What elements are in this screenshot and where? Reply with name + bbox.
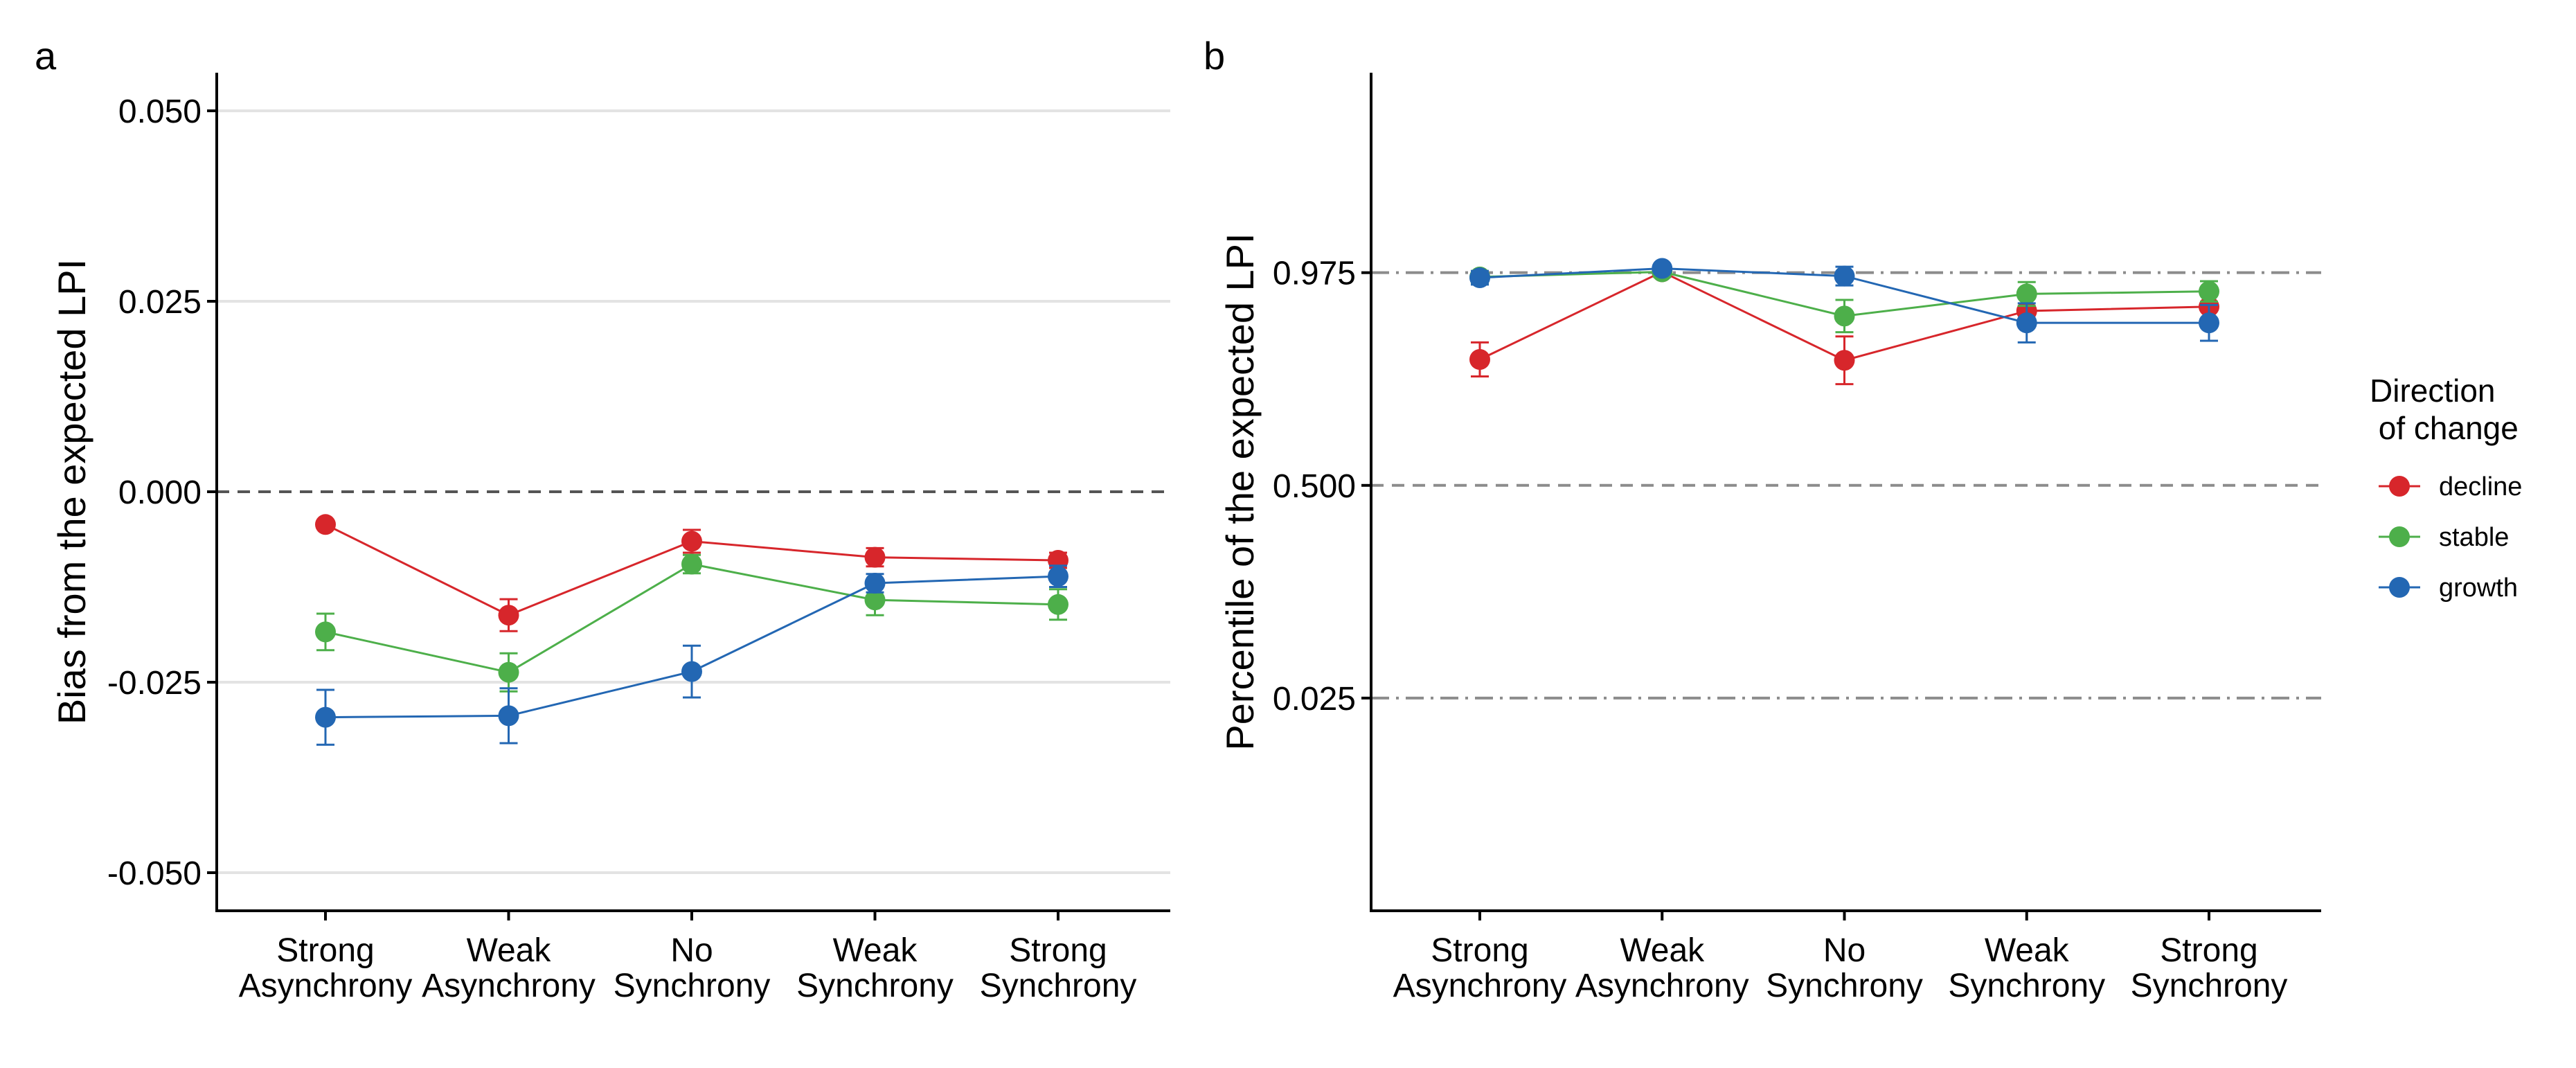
legend-item-stable: stable [2379, 523, 2509, 552]
panel-letter-b: b [1204, 34, 1225, 78]
point-decline-1 [498, 605, 519, 626]
point-growth-4 [2199, 312, 2219, 334]
legend-items: decline stable growth [2379, 472, 2522, 603]
legend-label-decline: decline [2439, 472, 2522, 501]
legend-marker-stable [2389, 526, 2410, 547]
point-stable-4 [2199, 281, 2219, 302]
y-tick-label-4: 0.050 [118, 94, 202, 130]
point-growth-3 [864, 573, 886, 594]
point-growth-1 [498, 705, 519, 727]
point-decline-3 [864, 546, 886, 568]
y-tick-label-0: 0.025 [1273, 681, 1356, 718]
legend-item-decline: decline [2379, 472, 2522, 501]
y-tick-label-1: 0.500 [1273, 468, 1356, 505]
point-stable-0 [315, 621, 336, 643]
y-tick-label-2: 0.975 [1273, 256, 1356, 292]
point-decline-2 [1834, 350, 1855, 371]
point-stable-2 [1834, 305, 1855, 327]
x-tick-label-strong-asynchrony: Strong Asynchrony [1393, 932, 1567, 1004]
x-tick-label-strong-synchrony: Strong Synchrony [980, 932, 1137, 1004]
point-growth-0 [315, 706, 336, 728]
x-tick-label-weak-asynchrony: Weak Asynchrony [1575, 932, 1749, 1004]
y-tick-label-0: -0.050 [107, 855, 202, 892]
point-growth-3 [2016, 312, 2037, 334]
series-decline [315, 514, 1068, 632]
point-decline-0 [1469, 348, 1490, 370]
x-tick-label-weak-asynchrony: Weak Asynchrony [422, 932, 596, 1004]
series-growth [315, 564, 1068, 746]
point-decline-0 [315, 514, 336, 535]
point-stable-2 [681, 553, 702, 575]
legend-label-growth: growth [2439, 573, 2518, 603]
point-stable-3 [2016, 283, 2037, 305]
point-decline-2 [681, 531, 702, 552]
point-stable-1 [498, 661, 519, 683]
y-tick-label-2: 0.000 [118, 474, 202, 511]
x-tick-label-strong-synchrony: Strong Synchrony [2131, 932, 2288, 1004]
point-stable-3 [864, 589, 886, 611]
point-growth-2 [681, 661, 702, 682]
legend-title-line2: of change [2370, 410, 2519, 446]
y-tick-label-1: -0.025 [107, 665, 202, 702]
y-axis-title: Bias from the expected LPI [50, 259, 93, 724]
point-growth-1 [1652, 258, 1673, 279]
point-growth-2 [1834, 265, 1855, 287]
y-axis-title: Percentile of the expected LPI [1218, 233, 1262, 750]
x-tick-label-weak-synchrony: Weak Synchrony [796, 932, 954, 1004]
y-tick-label-3: 0.025 [118, 284, 202, 321]
panel-letter-a: a [35, 34, 57, 78]
series-stable [315, 553, 1068, 693]
legend-title-line1: Direction [2370, 373, 2496, 409]
legend-label-stable: stable [2439, 523, 2509, 552]
point-stable-4 [1048, 594, 1068, 615]
legend-marker-decline [2389, 476, 2410, 497]
series-growth [1469, 258, 2219, 344]
x-tick-label-no-synchrony: No Synchrony [614, 932, 771, 1004]
x-tick-label-no-synchrony: No Synchrony [1766, 932, 1923, 1004]
point-growth-4 [1048, 566, 1068, 587]
point-growth-0 [1469, 267, 1490, 289]
x-tick-label-weak-synchrony: Weak Synchrony [1948, 932, 2105, 1004]
legend-item-growth: growth [2379, 573, 2518, 603]
legend: Direction of change decline stable growth [2370, 373, 2522, 603]
legend-marker-growth [2389, 577, 2410, 598]
panel-a-chart: -0.050 -0.025 0.000 0.025 0.050 Strong Asynchr… [50, 73, 1170, 1004]
x-tick-label-strong-asynchrony: Strong Asynchrony [239, 932, 413, 1004]
